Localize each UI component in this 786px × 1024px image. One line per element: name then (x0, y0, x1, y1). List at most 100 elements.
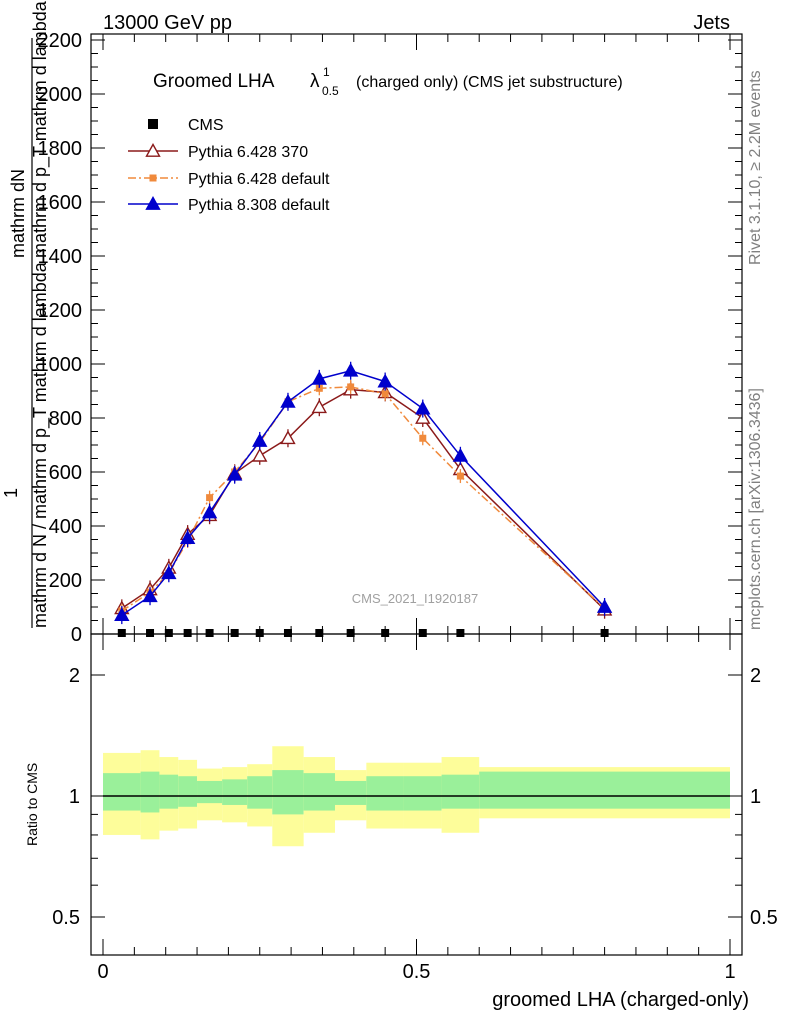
cms-point (315, 629, 324, 637)
data-point (206, 494, 214, 502)
ylabel-denominator: mathrm d N / mathrm d p_T mathrm d lambd… (30, 261, 51, 628)
legend-label: Pythia 8.308 default (188, 197, 330, 214)
cms-point (283, 629, 292, 637)
band-inner (479, 771, 730, 809)
main-x-ticks (102, 34, 731, 634)
band-inner (140, 771, 160, 813)
band-inner (334, 780, 367, 805)
cms-point (600, 629, 609, 637)
data-point (311, 399, 328, 414)
ratio-y-tick-label-right: 0.5 (750, 907, 778, 929)
series-line (121, 388, 606, 611)
cms-point (230, 629, 239, 637)
title-rest: (charged only) (CMS jet substructure) (356, 74, 623, 91)
y-tick-label: 0 (71, 624, 82, 646)
x-tick-label: 0 (97, 961, 108, 983)
side-mcplots: mcplots.cern.ch [arXiv:1306.3436] (747, 388, 764, 630)
header-right: Jets (693, 12, 730, 34)
y-tick-label: 2000 (38, 84, 83, 106)
ylabel-numerator-2: mathrm d p_T mathrm d lambda (30, 0, 51, 258)
ratio-y-tick-label: 2 (69, 665, 80, 687)
data-point (114, 607, 130, 621)
band-inner (303, 773, 335, 811)
cms-point (146, 629, 155, 637)
series-marker-square (117, 629, 609, 637)
side-rivet: Rivet 3.1.10, ≥ 2.2M events (747, 70, 764, 265)
data-point (415, 400, 431, 415)
y-tick-label: 2200 (38, 30, 83, 52)
ratio-y-tick-label: 1 (69, 786, 80, 808)
y-tick-label: 800 (49, 408, 82, 430)
title-main: Groomed LHA (153, 71, 275, 92)
legend-label: Pythia 6.428 default (188, 171, 330, 188)
x-tick-label: 1 (724, 961, 735, 983)
x-tick-label: 0.5 (403, 961, 431, 983)
band-inner (441, 774, 480, 809)
data-point (342, 362, 359, 377)
ratio-y-tick-label-right: 1 (750, 786, 761, 808)
band-inner (272, 770, 304, 815)
ratio-y-label: Ratio to CMS (24, 763, 40, 846)
legend-label: CMS (188, 117, 224, 134)
data-point (596, 599, 613, 613)
series-open-triangle-solid (114, 380, 613, 619)
cms-point (456, 629, 465, 637)
legend-label: Pythia 6.428 370 (188, 144, 308, 161)
data-point (280, 393, 296, 408)
title-main-text: Groomed LHA (153, 71, 275, 92)
ratio-y-tick-label-right: 2 (750, 665, 761, 687)
main-y-axis: 0 200 400 600 800 1000 1200 1400 1600 1800 2000 220… (38, 30, 742, 646)
cms-point (381, 629, 390, 637)
series-square-dashdot (118, 379, 609, 619)
legend-marker (145, 143, 161, 157)
main-y-label: mathrm dN mathrm d p_T mathrm d lambda 1… (1, 0, 51, 628)
band-inner (366, 776, 404, 811)
cms-point (255, 629, 264, 637)
cms-point (183, 629, 192, 637)
ratio-y-axis: 0.5 0.5 1 1 2 2 (52, 665, 778, 929)
y-tick-label: 600 (49, 462, 82, 484)
series-filled-triangle-solid (114, 361, 613, 625)
ratio-x-axis: 0 0.5 1 (97, 634, 736, 983)
band-inner (247, 776, 273, 809)
data-point (315, 384, 323, 392)
ylabel-numerator: mathrm dN (8, 169, 28, 258)
data-point (419, 434, 427, 442)
y-tick-label: 1800 (38, 138, 83, 160)
y-tick-label: 1200 (38, 300, 83, 322)
series-line (121, 369, 606, 616)
plot-title: Groomed LHA λ 1 0.5 (charged only) (CMS … (153, 65, 623, 98)
data-point (252, 447, 268, 462)
cms-point (205, 629, 214, 637)
data-point (452, 447, 469, 462)
series-group (114, 361, 613, 637)
cms-point (346, 629, 355, 637)
header-left: 13000 GeV pp (103, 12, 232, 34)
legend: CMS Pythia 6.428 370 Pythia 6.428 default P… (128, 117, 330, 214)
cms-point (418, 629, 427, 637)
legend-marker (149, 174, 157, 182)
title-sup: 1 (323, 65, 330, 79)
data-point (142, 588, 158, 603)
data-point (161, 565, 177, 580)
ylabel-one: 1 (1, 488, 21, 498)
y-tick-label: 200 (49, 570, 82, 592)
data-point (201, 504, 218, 519)
data-point (280, 430, 296, 445)
legend-marker (148, 119, 158, 129)
band-inner (222, 779, 248, 805)
analysis-watermark: CMS_2021_I1920187 (352, 591, 479, 606)
series-line (121, 386, 606, 612)
data-point (252, 433, 268, 447)
y-tick-label: 1000 (38, 354, 83, 376)
y-tick-label: 1600 (38, 192, 83, 214)
band-inner (178, 776, 198, 807)
data-point (311, 370, 328, 385)
y-tick-label: 400 (49, 516, 82, 538)
y-tick-label: 1400 (38, 246, 83, 268)
data-point (377, 373, 393, 388)
band-inner (403, 776, 442, 811)
data-point (456, 472, 464, 480)
title-sub: 0.5 (322, 84, 339, 98)
